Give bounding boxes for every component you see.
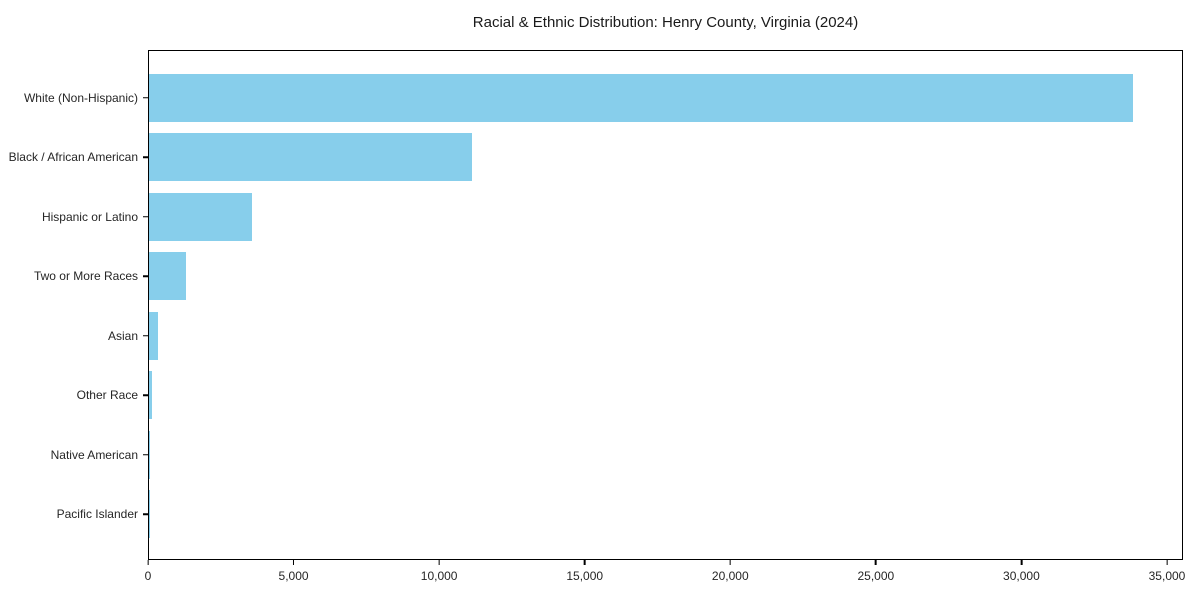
x-tick: 25,000 — [857, 560, 894, 583]
y-tick-mark — [142, 156, 148, 158]
x-tick: 10,000 — [420, 560, 458, 583]
y-tick-mark — [142, 335, 148, 337]
x-tick-mark — [292, 560, 295, 565]
bar — [149, 192, 252, 241]
category-label: Pacific Islander — [56, 507, 138, 522]
x-tick-mark — [147, 560, 149, 565]
chart-title: Racial & Ethnic Distribution: Henry Coun… — [472, 14, 859, 31]
x-tick-mark — [583, 560, 586, 565]
bar-rows: White (Non-Hispanic) Black / African Amer… — [9, 51, 1182, 559]
bar-row: Two or More Races — [34, 247, 1182, 307]
x-tick: 20,000 — [712, 560, 749, 583]
category-label: White (Non-Hispanic) — [23, 90, 138, 105]
category-label: Asian — [107, 328, 138, 343]
bar-row: Pacific Islander — [57, 485, 1182, 545]
x-tick-label: 35,000 — [1148, 569, 1186, 583]
y-tick-mark — [142, 275, 148, 277]
x-tick-label: 10,000 — [420, 569, 458, 583]
bar — [149, 490, 150, 539]
x-tick: 35,000 — [1148, 560, 1186, 583]
bar-row: Asian — [108, 306, 1182, 366]
x-tick-label: 15,000 — [566, 569, 604, 583]
bar-row: Hispanic or Latino — [42, 187, 1182, 247]
x-tick: 15,000 — [566, 560, 603, 583]
y-tick-mark — [142, 513, 148, 515]
bar — [149, 430, 151, 479]
bar — [149, 311, 158, 360]
bar — [149, 133, 472, 182]
category-label: Other Race — [76, 388, 138, 403]
x-tick-mark — [1166, 560, 1168, 565]
y-tick-mark — [142, 216, 148, 218]
x-tick-label: 20,000 — [711, 569, 749, 583]
x-tick-mark — [875, 560, 877, 565]
x-tick-label: 0 — [144, 569, 152, 583]
bar — [149, 371, 152, 420]
bar-row: White (Non-Hispanic) — [24, 68, 1182, 128]
category-label: Hispanic or Latino — [41, 209, 138, 224]
bar-row: Black / African American — [9, 128, 1182, 188]
bar-row: Native American — [51, 425, 1182, 485]
category-label: Black / African American — [8, 150, 138, 165]
y-tick-mark — [142, 97, 148, 99]
x-tick-label: 25,000 — [857, 569, 895, 583]
bar-row: Other Race — [77, 366, 1182, 426]
x-tick: 5,000 — [279, 560, 309, 583]
x-tick-label: 30,000 — [1003, 569, 1040, 583]
x-tick-mark — [729, 560, 732, 565]
x-tick: 30,000 — [1003, 560, 1040, 583]
bar — [149, 252, 186, 301]
x-tick-mark — [438, 560, 440, 565]
x-tick-mark — [1020, 560, 1023, 565]
category-label: Native American — [50, 447, 138, 462]
x-tick: 0 — [144, 560, 152, 583]
x-axis: 0 5,000 10,000 15,000 20,000 25,000 30,000 35,0… — [144, 560, 1186, 592]
y-tick-mark — [142, 454, 148, 456]
y-tick-mark — [142, 394, 148, 396]
bar — [149, 73, 1133, 122]
plot-area: White (Non-Hispanic) Black / African Amer… — [9, 50, 1183, 560]
x-tick-label: 5,000 — [278, 569, 309, 583]
category-label: Two or More Races — [33, 269, 138, 284]
